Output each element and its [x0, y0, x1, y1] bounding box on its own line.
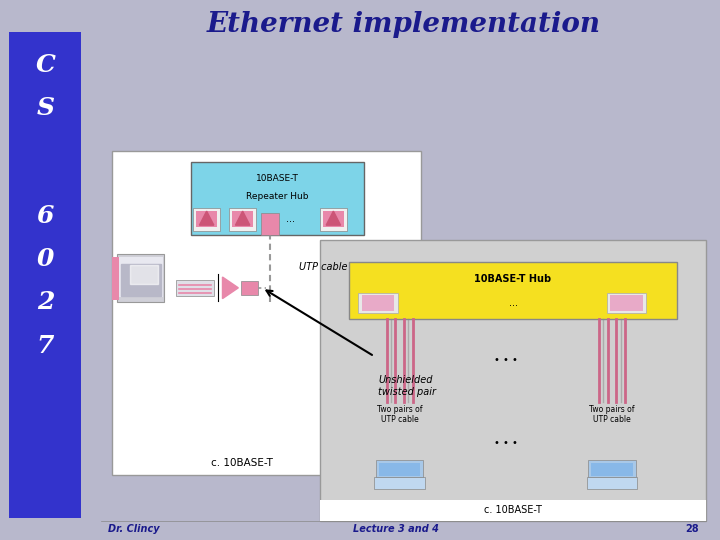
Text: UTP cable: UTP cable: [299, 262, 347, 272]
FancyBboxPatch shape: [349, 262, 677, 319]
FancyBboxPatch shape: [241, 281, 258, 295]
Text: Unshielded
twisted pair: Unshielded twisted pair: [378, 375, 436, 397]
Text: ...: ...: [286, 214, 294, 224]
Text: Repeater Hub: Repeater Hub: [246, 192, 308, 201]
Text: 7: 7: [37, 334, 54, 357]
Text: • • •: • • •: [494, 438, 518, 448]
FancyBboxPatch shape: [374, 477, 425, 489]
FancyBboxPatch shape: [606, 293, 647, 313]
Text: 0: 0: [37, 247, 54, 271]
FancyBboxPatch shape: [176, 280, 214, 296]
Text: c. 10BASE-T: c. 10BASE-T: [484, 505, 542, 515]
Text: C: C: [35, 53, 55, 77]
Text: Two pairs of
UTP cable: Two pairs of UTP cable: [377, 405, 423, 424]
FancyBboxPatch shape: [320, 500, 706, 521]
FancyBboxPatch shape: [119, 256, 163, 297]
FancyBboxPatch shape: [323, 211, 344, 227]
Text: Ethernet implementation: Ethernet implementation: [206, 11, 600, 38]
FancyBboxPatch shape: [379, 463, 420, 476]
FancyBboxPatch shape: [193, 208, 220, 231]
FancyBboxPatch shape: [9, 32, 81, 518]
FancyBboxPatch shape: [191, 162, 364, 235]
FancyBboxPatch shape: [232, 211, 253, 227]
FancyBboxPatch shape: [591, 463, 633, 476]
FancyBboxPatch shape: [361, 295, 395, 311]
Text: Lecture 3 and 4: Lecture 3 and 4: [353, 524, 439, 534]
FancyBboxPatch shape: [229, 208, 256, 231]
Polygon shape: [326, 211, 341, 225]
FancyBboxPatch shape: [320, 240, 706, 521]
Text: Two pairs of
UTP cable: Two pairs of UTP cable: [589, 405, 635, 424]
FancyBboxPatch shape: [117, 254, 164, 302]
Text: 28: 28: [685, 524, 698, 534]
FancyBboxPatch shape: [112, 151, 421, 475]
FancyBboxPatch shape: [261, 213, 279, 235]
FancyBboxPatch shape: [320, 208, 347, 231]
FancyBboxPatch shape: [587, 477, 637, 489]
FancyBboxPatch shape: [112, 256, 119, 300]
Text: 6: 6: [37, 204, 54, 228]
FancyBboxPatch shape: [588, 461, 636, 477]
Polygon shape: [222, 277, 238, 299]
FancyBboxPatch shape: [359, 293, 397, 313]
Text: 10BASE-T: 10BASE-T: [256, 173, 299, 183]
Polygon shape: [130, 265, 158, 284]
Text: ...: ...: [508, 298, 518, 308]
FancyBboxPatch shape: [610, 295, 643, 311]
FancyBboxPatch shape: [376, 461, 423, 477]
Polygon shape: [235, 211, 250, 225]
Text: S: S: [36, 96, 55, 120]
Text: 2: 2: [37, 291, 54, 314]
Polygon shape: [121, 264, 161, 296]
Text: c. 10BASE-T: c. 10BASE-T: [211, 458, 273, 468]
Text: • • •: • • •: [494, 355, 518, 366]
Polygon shape: [199, 211, 214, 225]
FancyBboxPatch shape: [196, 211, 217, 227]
Text: 10BASE-T Hub: 10BASE-T Hub: [474, 274, 552, 284]
Text: Dr. Clincy: Dr. Clincy: [108, 524, 160, 534]
